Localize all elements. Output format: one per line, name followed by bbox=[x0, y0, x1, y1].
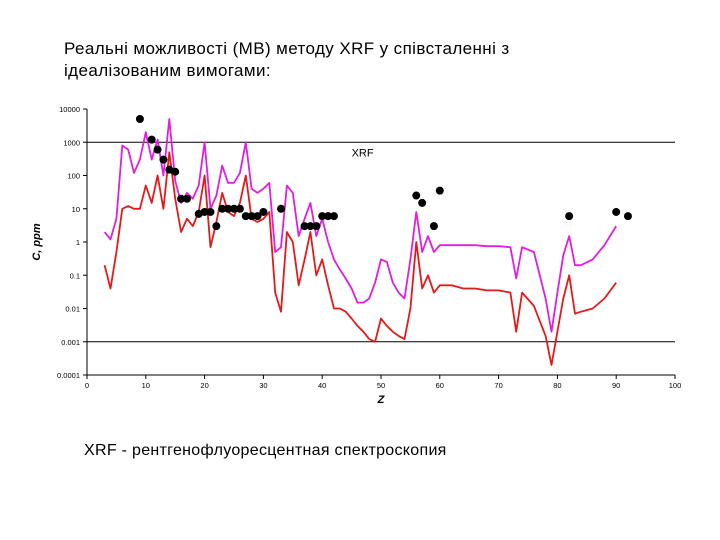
series-line-2 bbox=[103, 151, 617, 366]
x-tick-label: 100 bbox=[669, 381, 682, 390]
data-point bbox=[312, 222, 321, 231]
y-tick-label: 0.1 bbox=[70, 271, 80, 280]
data-point bbox=[412, 191, 421, 200]
data-point bbox=[171, 167, 180, 176]
data-point bbox=[253, 212, 262, 221]
chart-axes: 0.0001 0.001 0.01 0.1 1 10 100 1000 10000 0 10 20 30… bbox=[57, 105, 681, 390]
data-point bbox=[206, 207, 215, 216]
y-tick-label: 1000 bbox=[63, 138, 80, 147]
xrf-annotation: XRF bbox=[352, 147, 374, 159]
title-line-2: ідеалізованим вимогами: bbox=[64, 61, 272, 80]
y-tick-label: 100 bbox=[67, 172, 80, 181]
data-point bbox=[329, 212, 338, 221]
y-tick-label: 1 bbox=[76, 238, 80, 247]
data-point bbox=[177, 194, 186, 203]
chart-markers bbox=[135, 115, 632, 231]
data-point bbox=[435, 186, 444, 195]
data-point bbox=[212, 222, 221, 231]
data-point bbox=[429, 222, 438, 231]
data-point bbox=[200, 207, 209, 216]
y-tick-label: 0.0001 bbox=[57, 371, 80, 380]
data-point bbox=[153, 145, 162, 154]
data-point bbox=[623, 212, 632, 221]
data-point bbox=[277, 204, 286, 213]
title-line-1: Реальні можливості (МВ) методу XRF у спі… bbox=[64, 39, 510, 58]
x-axis-label: Z bbox=[377, 394, 386, 406]
data-point bbox=[565, 212, 574, 221]
y-axis-label: C, ppm bbox=[31, 223, 43, 260]
y-tick-label: 10000 bbox=[59, 105, 80, 114]
y-tick-label: 0.001 bbox=[61, 338, 80, 347]
x-tick-label: 10 bbox=[142, 381, 150, 390]
data-point bbox=[306, 222, 315, 231]
x-tick-label: 20 bbox=[200, 381, 208, 390]
data-point bbox=[159, 155, 168, 164]
data-point bbox=[241, 212, 250, 221]
data-point bbox=[300, 222, 309, 231]
data-point bbox=[182, 194, 191, 203]
x-tick-label: 30 bbox=[259, 381, 267, 390]
x-tick-label: 60 bbox=[436, 381, 444, 390]
footnote: XRF - рентгенофлуоресцентная спектроскоп… bbox=[84, 442, 447, 459]
x-tick-label: 50 bbox=[377, 381, 385, 390]
x-tick-label: 80 bbox=[553, 381, 561, 390]
data-point bbox=[147, 135, 156, 144]
data-point bbox=[324, 212, 333, 221]
data-point bbox=[235, 204, 244, 213]
data-point bbox=[418, 198, 427, 207]
data-point bbox=[135, 115, 144, 124]
x-tick-label: 90 bbox=[612, 381, 620, 390]
y-tick-label: 0.01 bbox=[65, 305, 80, 314]
data-point bbox=[259, 207, 268, 216]
reference-lines bbox=[87, 141, 675, 343]
x-tick-label: 40 bbox=[318, 381, 326, 390]
x-tick-label: 70 bbox=[494, 381, 502, 390]
data-point bbox=[224, 204, 233, 213]
data-point bbox=[247, 212, 256, 221]
data-point bbox=[612, 207, 621, 216]
slide-title: Реальні можливості (МВ) методу XRF у спі… bbox=[64, 38, 624, 82]
data-point bbox=[318, 212, 327, 221]
y-tick-label: 10 bbox=[72, 205, 80, 214]
data-point bbox=[230, 204, 238, 213]
x-tick-label: 0 bbox=[85, 381, 89, 390]
data-point bbox=[218, 204, 227, 213]
